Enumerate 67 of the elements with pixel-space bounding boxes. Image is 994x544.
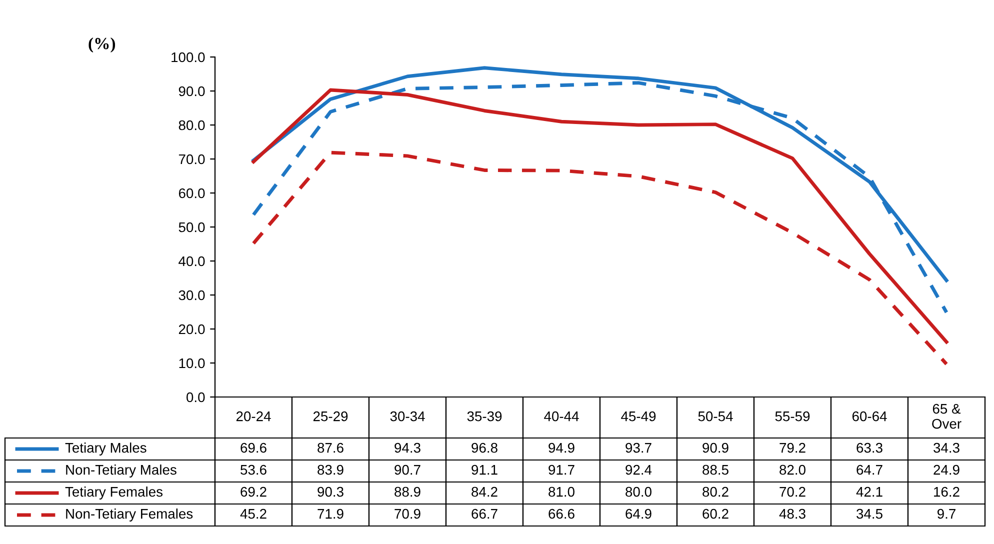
data-label: 34.3 [934, 442, 960, 453]
data-label: 81.0 [548, 486, 574, 497]
data-label: 84.2 [472, 486, 498, 497]
x-tick-label: 55-59 [775, 411, 810, 422]
data-label: 63.3 [856, 442, 882, 453]
x-tick-label: 65 & Over [932, 404, 962, 429]
legend-label: Non-Tetiary Males [66, 464, 176, 478]
legend-label: Tetiary Males [65, 442, 146, 456]
y-tick-label: 50.0 [178, 222, 205, 232]
y-tick-label: 0.0 [186, 392, 205, 402]
y-tick-label: 20.0 [178, 324, 205, 334]
data-label: 34.5 [856, 508, 882, 519]
x-tick-label: 60-64 [852, 411, 887, 422]
data-label: 82.0 [780, 464, 806, 475]
line-series [252, 150, 948, 366]
x-tick-label: 50-54 [698, 411, 733, 422]
data-label: 96.8 [472, 442, 498, 453]
legend-label: Tetiary Females [65, 486, 163, 500]
data-label: 64.9 [626, 508, 652, 519]
data-label: 91.7 [548, 464, 574, 475]
data-label: 80.2 [702, 486, 728, 497]
data-label: 90.3 [318, 486, 344, 497]
data-label: 80.0 [626, 486, 652, 497]
data-label: 90.9 [702, 442, 728, 453]
data-label: 42.1 [856, 486, 882, 497]
y-tick-label: 80.0 [178, 120, 205, 130]
legend-label: Non-Tetiary Females [66, 508, 193, 522]
data-label: 60.2 [702, 508, 728, 519]
y-tick-label: 40.0 [178, 256, 205, 266]
data-label: 16.2 [934, 486, 960, 497]
data-label: 53.6 [240, 464, 266, 475]
data-label: 45.2 [240, 508, 266, 519]
data-label: 88.9 [394, 486, 420, 497]
data-label: 69.2 [240, 486, 266, 497]
data-label: 66.6 [548, 508, 574, 519]
x-tick-label: 30-34 [390, 411, 425, 422]
data-label: 70.9 [394, 508, 420, 519]
data-label: 48.3 [779, 508, 806, 519]
x-tick-label: 25-29 [313, 411, 348, 422]
x-tick-label: 40-44 [544, 411, 579, 422]
y-tick-label: 10.0 [179, 358, 205, 368]
data-label: 70.2 [780, 486, 806, 497]
data-label: 93.7 [626, 442, 652, 453]
data-label: 71.9 [318, 508, 344, 519]
y-axis-title: (%) [88, 37, 116, 53]
y-tick-label: 100.0 [172, 52, 205, 62]
data-label: 92.4 [626, 464, 652, 475]
x-tick-label: 20-24 [236, 411, 271, 422]
data-label: 69.6 [240, 442, 266, 453]
data-label: 87.6 [318, 442, 344, 453]
data-label: 91.1 [472, 464, 498, 475]
data-label: 90.7 [394, 464, 420, 475]
data-label: 79.2 [780, 442, 806, 453]
data-label: 83.9 [318, 464, 344, 475]
data-label: 94.9 [548, 442, 574, 453]
x-tick-label: 35-39 [467, 411, 502, 422]
data-label: 9.7 [938, 508, 956, 519]
y-tick-label: 30.0 [178, 290, 205, 300]
y-tick-label: 90.0 [178, 86, 205, 96]
y-tick-label: 60.0 [178, 188, 205, 198]
x-tick-label: 45-49 [621, 411, 656, 422]
data-label: 64.7 [856, 464, 882, 475]
data-label: 88.5 [702, 464, 728, 475]
data-label: 66.7 [472, 508, 498, 519]
y-tick-label: 70.0 [178, 154, 205, 164]
data-label: 24.9 [934, 464, 960, 475]
data-label: 94.3 [394, 442, 420, 453]
